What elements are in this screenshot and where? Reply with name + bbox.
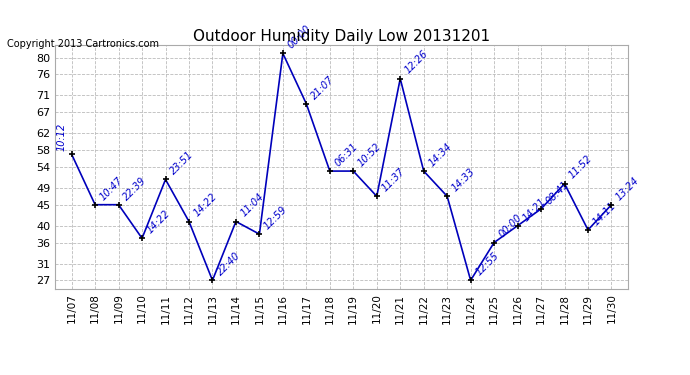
Text: Copyright 2013 Cartronics.com: Copyright 2013 Cartronics.com bbox=[7, 39, 159, 50]
Text: 00:00: 00:00 bbox=[497, 213, 524, 240]
Text: 14:22: 14:22 bbox=[192, 192, 219, 219]
Text: 11:04: 11:04 bbox=[239, 192, 266, 219]
Text: 14:34: 14:34 bbox=[426, 141, 453, 168]
Text: 00:00: 00:00 bbox=[286, 24, 313, 51]
Text: 08:41: 08:41 bbox=[544, 179, 571, 206]
Text: 10:52: 10:52 bbox=[356, 141, 383, 168]
Text: 23:51: 23:51 bbox=[168, 150, 195, 177]
Text: 10:47: 10:47 bbox=[98, 175, 125, 202]
Text: 06:31: 06:31 bbox=[333, 141, 359, 168]
Text: 14:11: 14:11 bbox=[591, 200, 618, 227]
Title: Outdoor Humidity Daily Low 20131201: Outdoor Humidity Daily Low 20131201 bbox=[193, 29, 490, 44]
Text: 14:21: 14:21 bbox=[520, 196, 547, 223]
Text: 11:52: 11:52 bbox=[567, 154, 594, 181]
Text: 12:59: 12:59 bbox=[262, 204, 289, 231]
Text: 14:22: 14:22 bbox=[145, 209, 172, 236]
Text: 22:40: 22:40 bbox=[215, 251, 242, 278]
Text: 11:37: 11:37 bbox=[380, 166, 406, 194]
Text: 12:55: 12:55 bbox=[473, 251, 500, 278]
Text: 21:07: 21:07 bbox=[309, 74, 336, 101]
Text: 12:26: 12:26 bbox=[403, 49, 430, 76]
Text: 13:24: 13:24 bbox=[614, 175, 641, 202]
Text: 22:39: 22:39 bbox=[121, 175, 148, 202]
Text: 10:12: 10:12 bbox=[56, 123, 66, 152]
Text: 14:33: 14:33 bbox=[450, 166, 477, 194]
Text: Humidity  (%): Humidity (%) bbox=[590, 22, 671, 32]
